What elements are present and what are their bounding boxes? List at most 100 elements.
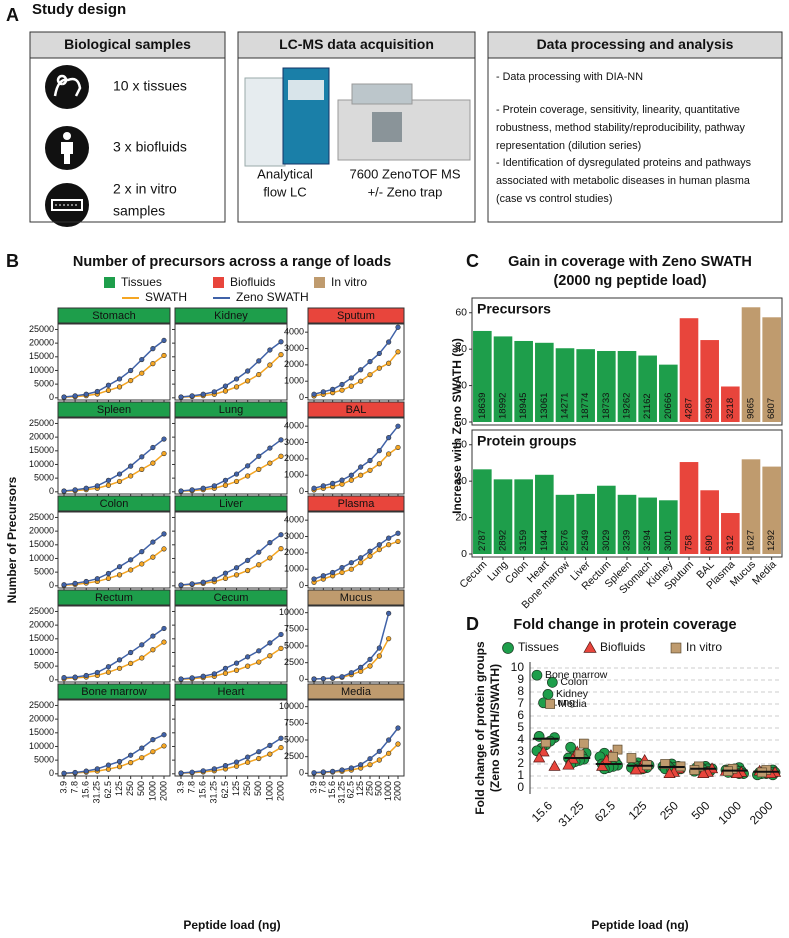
x-tick-label: 1000: [264, 781, 274, 801]
box-title: LC-MS data acquisition: [279, 36, 434, 52]
y-tick-label: 2500: [284, 657, 304, 667]
series-point: [161, 337, 167, 344]
strip-title: Bone marrow: [81, 686, 146, 698]
series-point: [189, 487, 195, 493]
point: [689, 765, 700, 775]
series-point: [139, 549, 145, 555]
series-point: [386, 610, 392, 616]
series-point: [116, 665, 123, 671]
series-point: [348, 670, 354, 676]
series-point: [367, 548, 373, 554]
series-point: [178, 582, 184, 588]
series-line: [63, 438, 165, 492]
y-tick-label: 9: [517, 672, 524, 686]
bar: [514, 340, 533, 422]
y-tick-label: 15000: [29, 351, 54, 361]
strip-title: Sputum: [337, 310, 375, 322]
bar: [638, 355, 657, 422]
y-tick-label: 2000: [284, 359, 304, 369]
y-tick-label: 3000: [284, 531, 304, 541]
bar: [659, 364, 678, 422]
y-axis-title: (Zeno SWATH/SWATH): [488, 664, 502, 792]
series-point: [178, 394, 184, 400]
series-point: [233, 572, 240, 578]
series-point: [386, 636, 392, 642]
series-point: [320, 573, 326, 579]
series-point: [161, 732, 167, 738]
series-point: [200, 579, 206, 585]
bar-count: 2549: [580, 530, 591, 551]
y-tick-label: 2000: [284, 453, 304, 463]
bar-count: 3294: [642, 530, 653, 551]
box-title: Data processing and analysis: [537, 36, 734, 52]
y-tick-label: 4000: [284, 327, 304, 337]
series-line: [313, 326, 399, 396]
bar: [638, 497, 657, 554]
box-text: (case vs control studies): [496, 193, 612, 205]
bar: [576, 493, 595, 554]
series-point: [233, 667, 240, 673]
ms-body: [337, 99, 471, 161]
strip: [57, 307, 171, 324]
series-point: [330, 675, 336, 681]
series-point: [367, 358, 373, 365]
y-tick-label: 4: [517, 732, 524, 746]
panel-frame: [57, 417, 171, 495]
series-line: [180, 548, 282, 587]
y-tick-label: 0: [49, 580, 54, 590]
series-point: [105, 570, 112, 577]
y-tick-label: 15000: [29, 727, 54, 737]
instruments: [244, 67, 471, 167]
strip-title: Spleen: [97, 404, 131, 416]
strip-title: Rectum: [95, 592, 133, 604]
series-point: [386, 435, 392, 441]
series-point: [105, 762, 112, 768]
bar-count: 18639: [477, 393, 488, 419]
bar: [535, 342, 554, 422]
sample-icons: [45, 65, 89, 227]
series-point: [200, 391, 206, 397]
x-tick-label: 7.8: [318, 781, 328, 794]
point: [578, 738, 589, 749]
series-point: [116, 471, 123, 477]
series-point: [339, 569, 345, 576]
series-point: [395, 530, 401, 536]
strip: [174, 307, 288, 324]
series-point: [395, 538, 401, 545]
bar-count: 18733: [601, 393, 612, 419]
series-line: [180, 534, 282, 586]
point: [545, 699, 556, 709]
series-point: [94, 669, 100, 676]
series-point: [267, 742, 273, 748]
bar: [700, 490, 719, 554]
series-point: [245, 557, 251, 563]
series-point: [139, 466, 145, 472]
series-point: [150, 737, 156, 743]
series-point: [116, 758, 123, 765]
series-point: [330, 386, 336, 392]
series-point: [128, 557, 134, 563]
strip: [174, 401, 288, 418]
series-point: [358, 367, 364, 373]
series-line: [180, 633, 282, 680]
series-line: [313, 540, 399, 583]
series-point: [105, 669, 112, 675]
x-tick-label: 250: [242, 781, 252, 796]
series-point: [245, 663, 251, 669]
series-point: [128, 760, 134, 766]
tissue-icon: [45, 65, 89, 109]
point: [697, 767, 710, 778]
series-point: [116, 764, 123, 770]
panel-frame: [174, 323, 288, 401]
point: [596, 759, 609, 771]
box-text: - Data processing with DIA-NN: [496, 71, 643, 83]
series-point: [320, 769, 326, 775]
series-point: [233, 471, 240, 477]
series-point: [61, 675, 67, 681]
series-point: [245, 463, 251, 469]
y-tick-label: 10000: [29, 553, 54, 563]
box-text: +/- Zeno trap: [368, 184, 443, 199]
series-point: [128, 660, 134, 667]
bar: [473, 469, 492, 554]
bar-count: 20666: [663, 393, 674, 419]
